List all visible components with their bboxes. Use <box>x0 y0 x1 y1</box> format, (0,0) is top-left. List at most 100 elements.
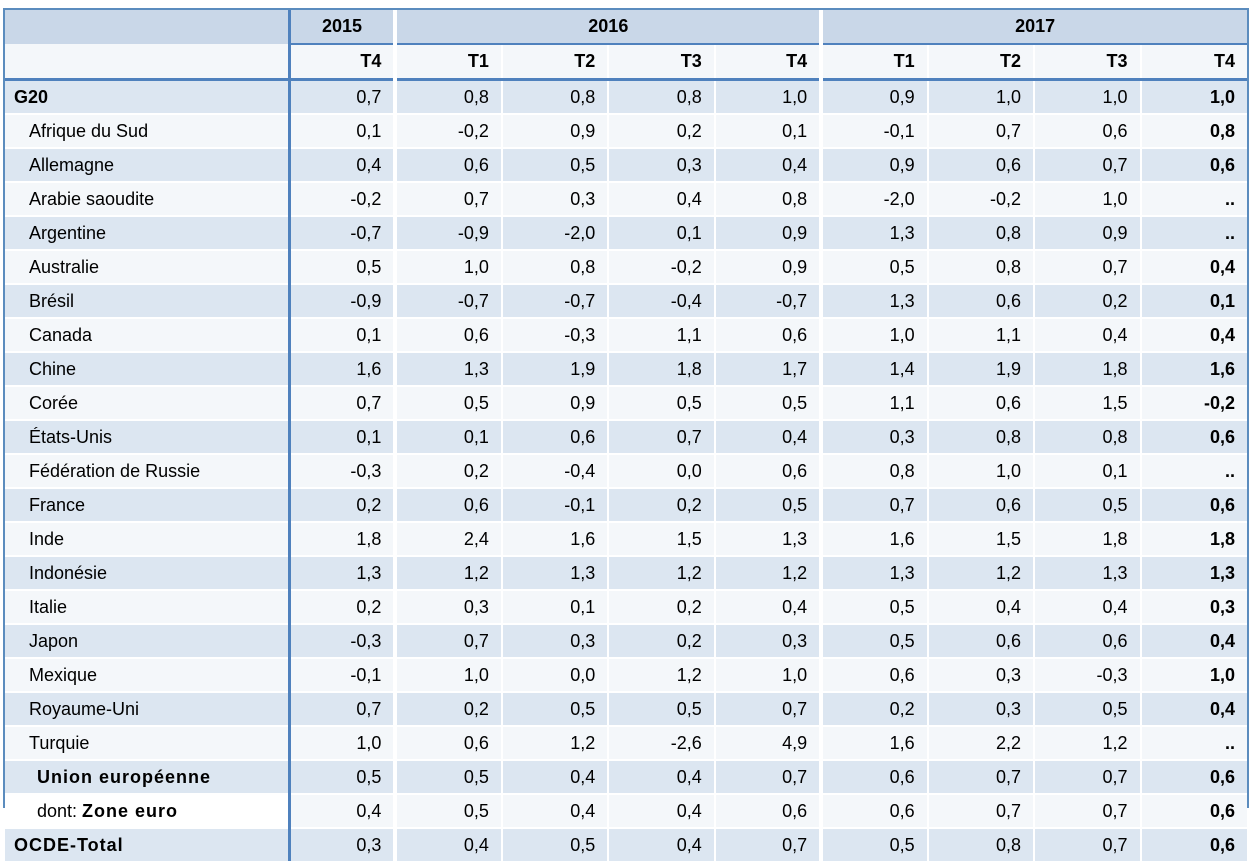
value-cell: 1,2 <box>1034 726 1140 760</box>
row-label: Indonésie <box>5 556 289 590</box>
value-cell: 1,3 <box>395 352 501 386</box>
quarter-header-cell: T4 <box>715 44 821 80</box>
value-cell: 0,8 <box>502 250 608 284</box>
value-cell: 1,2 <box>928 556 1034 590</box>
value-cell: 0,6 <box>1141 794 1248 828</box>
value-cell: 0,5 <box>395 386 501 420</box>
value-cell: 0,5 <box>1034 692 1140 726</box>
value-cell: 0,8 <box>1141 114 1248 148</box>
value-cell: 0,7 <box>395 182 501 216</box>
value-cell: 1,9 <box>928 352 1034 386</box>
value-cell: 1,6 <box>1141 352 1248 386</box>
value-cell: 0,7 <box>715 828 821 861</box>
value-cell: 2,2 <box>928 726 1034 760</box>
row-label: Fédération de Russie <box>5 454 289 488</box>
value-cell: 0,7 <box>1034 760 1140 794</box>
quarter-header-cell: T3 <box>1034 44 1140 80</box>
value-cell: 1,5 <box>928 522 1034 556</box>
value-cell: 4,9 <box>715 726 821 760</box>
value-cell: -2,0 <box>821 182 927 216</box>
value-cell: 0,7 <box>715 692 821 726</box>
value-cell: 0,1 <box>1141 284 1248 318</box>
value-cell: 0,5 <box>395 760 501 794</box>
value-cell: 1,2 <box>608 658 714 692</box>
row-label-text: Corée <box>29 393 78 413</box>
value-cell: 1,0 <box>1141 658 1248 692</box>
value-cell: 0,2 <box>608 624 714 658</box>
value-cell: 0,5 <box>395 794 501 828</box>
value-cell: 1,6 <box>821 522 927 556</box>
row-label-text: États-Unis <box>29 427 112 447</box>
value-cell: 1,0 <box>715 658 821 692</box>
quarter-header-cell: T1 <box>821 44 927 80</box>
value-cell: 1,2 <box>395 556 501 590</box>
value-cell: 1,3 <box>1034 556 1140 590</box>
value-cell: -0,2 <box>395 114 501 148</box>
value-cell: -0,2 <box>928 182 1034 216</box>
value-cell: 0,3 <box>1141 590 1248 624</box>
value-cell: 1,3 <box>821 284 927 318</box>
row-label-text: Indonésie <box>29 563 107 583</box>
row-label-text: Royaume-Uni <box>29 699 139 719</box>
value-cell: 0,4 <box>289 794 395 828</box>
value-cell: 0,3 <box>821 420 927 454</box>
value-cell: 0,7 <box>1034 828 1140 861</box>
row-label-text: OCDE-Total <box>14 835 124 855</box>
value-cell: 0,6 <box>1141 488 1248 522</box>
value-cell: 1,0 <box>1141 80 1248 115</box>
value-cell: 1,2 <box>608 556 714 590</box>
row-label: Inde <box>5 522 289 556</box>
value-cell: 0,6 <box>715 794 821 828</box>
value-cell: 0,5 <box>715 488 821 522</box>
value-cell: -0,2 <box>608 250 714 284</box>
value-cell: 0,4 <box>1034 590 1140 624</box>
value-cell: 1,3 <box>289 556 395 590</box>
row-label: Japon <box>5 624 289 658</box>
value-cell: 0,8 <box>715 182 821 216</box>
value-cell: 0,1 <box>289 318 395 352</box>
row-label: États-Unis <box>5 420 289 454</box>
value-cell: -0,2 <box>1141 386 1248 420</box>
value-cell: .. <box>1141 454 1248 488</box>
row-label-text: Canada <box>29 325 92 345</box>
value-cell: 0,6 <box>1141 760 1248 794</box>
row-label-text: Mexique <box>29 665 97 685</box>
value-cell: 1,3 <box>1141 556 1248 590</box>
corner-cell-years <box>5 10 289 44</box>
row-label-text: Allemagne <box>29 155 114 175</box>
value-cell: 1,6 <box>502 522 608 556</box>
row-label-prefix: dont: <box>37 801 82 821</box>
value-cell: 0,8 <box>608 80 714 115</box>
value-cell: -0,4 <box>608 284 714 318</box>
value-cell: 0,3 <box>608 148 714 182</box>
row-label-text: France <box>29 495 85 515</box>
value-cell: 0,7 <box>1034 794 1140 828</box>
value-cell: 1,0 <box>395 250 501 284</box>
value-cell: 1,4 <box>821 352 927 386</box>
value-cell: 0,6 <box>928 488 1034 522</box>
value-cell: 0,3 <box>928 658 1034 692</box>
value-cell: 0,7 <box>289 80 395 115</box>
value-cell: 0,5 <box>289 250 395 284</box>
value-cell: 0,6 <box>715 454 821 488</box>
value-cell: -0,7 <box>395 284 501 318</box>
value-cell: 0,8 <box>928 420 1034 454</box>
value-cell: 0,9 <box>502 386 608 420</box>
value-cell: -0,3 <box>289 454 395 488</box>
row-label: Australie <box>5 250 289 284</box>
value-cell: 0,6 <box>715 318 821 352</box>
row-label-text: Argentine <box>29 223 106 243</box>
row-label: Mexique <box>5 658 289 692</box>
value-cell: 0,4 <box>715 148 821 182</box>
value-cell: 0,6 <box>928 624 1034 658</box>
value-cell: 0,7 <box>289 692 395 726</box>
